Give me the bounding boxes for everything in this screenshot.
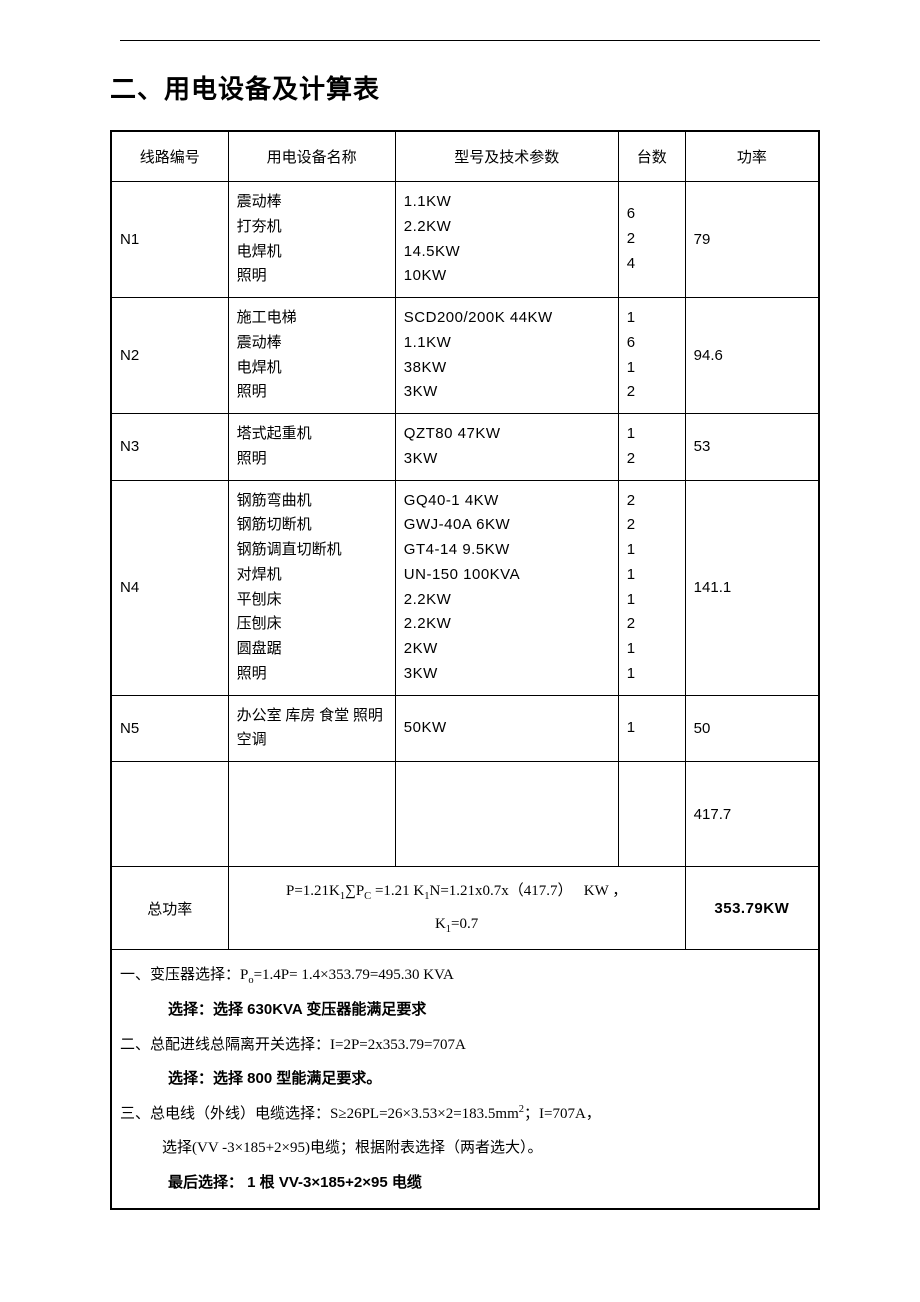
cell-id: N1	[111, 182, 228, 298]
cell-specs: QZT80 47KW 3KW	[395, 414, 618, 481]
note-line: 最后选择： 1 根 VV-3×185+2×95 电缆	[120, 1175, 422, 1191]
col-power: 功率	[685, 131, 819, 182]
cell-names: 钢筋弯曲机 钢筋切断机 钢筋调直切断机 对焊机 平刨床 压刨床 圆盘踞 照明	[228, 480, 395, 695]
table-header-row: 线路编号 用电设备名称 型号及技术参数 台数 功率	[111, 131, 819, 182]
formula-line2: K1=0.7	[435, 916, 478, 932]
col-route-id: 线路编号	[111, 131, 228, 182]
cell-specs: GQ40-1 4KW GWJ-40A 6KW GT4-14 9.5KW UN-1…	[395, 480, 618, 695]
note-line: 选择：选择 630KVA 变压器能满足要求	[120, 1002, 426, 1018]
cell-qty: 1 6 1 2	[618, 298, 685, 414]
total-formula: P=1.21K1∑PC =1.21 K1N=1.21x0.7x（417.7） K…	[228, 867, 685, 950]
note-line: 选择(VV -3×185+2×95)电缆；根据附表选择（两者选大）。	[120, 1140, 543, 1156]
cell-qty: 1 2	[618, 414, 685, 481]
cell-power: 141.1	[685, 480, 819, 695]
cell-id	[111, 762, 228, 867]
cell-specs: SCD200/200K 44KW 1.1KW 38KW 3KW	[395, 298, 618, 414]
total-label: 总功率	[111, 867, 228, 950]
note-line: 三、总电线（外线）电缆选择：S≥26PL=26×3.53×2=183.5mm2；…	[120, 1106, 601, 1122]
cell-names: 震动棒 打夯机 电焊机 照明	[228, 182, 395, 298]
cell-names: 施工电梯 震动棒 电焊机 照明	[228, 298, 395, 414]
cell-power: 94.6	[685, 298, 819, 414]
col-equip-name: 用电设备名称	[228, 131, 395, 182]
cell-names: 办公室 库房 食堂 照明 空调	[228, 695, 395, 762]
total-row: 总功率 P=1.21K1∑PC =1.21 K1N=1.21x0.7x（417.…	[111, 867, 819, 950]
cell-power: 53	[685, 414, 819, 481]
table-row: N1 震动棒 打夯机 电焊机 照明 1.1KW 2.2KW 14.5KW 10K…	[111, 182, 819, 298]
equipment-table: 线路编号 用电设备名称 型号及技术参数 台数 功率 N1 震动棒 打夯机 电焊机…	[110, 130, 820, 1210]
section-heading: 二、用电设备及计算表	[110, 69, 820, 106]
cell-specs	[395, 762, 618, 867]
cell-power: 50	[685, 695, 819, 762]
cell-id: N4	[111, 480, 228, 695]
header-rule	[120, 40, 820, 41]
notes-row: 一、变压器选择：Po=1.4P= 1.4×353.79=495.30 KVA 选…	[111, 950, 819, 1210]
cell-qty: 1	[618, 695, 685, 762]
col-spec: 型号及技术参数	[395, 131, 618, 182]
cell-specs: 50KW	[395, 695, 618, 762]
table-row: N2 施工电梯 震动棒 电焊机 照明 SCD200/200K 44KW 1.1K…	[111, 298, 819, 414]
cell-id: N5	[111, 695, 228, 762]
note-line: 一、变压器选择：Po=1.4P= 1.4×353.79=495.30 KVA	[120, 967, 454, 983]
note-line: 选择：选择 800 型能满足要求。	[120, 1071, 381, 1087]
notes-cell: 一、变压器选择：Po=1.4P= 1.4×353.79=495.30 KVA 选…	[111, 950, 819, 1210]
cell-qty	[618, 762, 685, 867]
cell-id: N3	[111, 414, 228, 481]
cell-names	[228, 762, 395, 867]
cell-names: 塔式起重机 照明	[228, 414, 395, 481]
cell-power: 79	[685, 182, 819, 298]
total-result: 353.79KW	[685, 867, 819, 950]
col-qty: 台数	[618, 131, 685, 182]
page: 二、用电设备及计算表 线路编号 用电设备名称 型号及技术参数 台数 功率 N1 …	[0, 0, 920, 1250]
cell-power: 417.7	[685, 762, 819, 867]
table-row: N4 钢筋弯曲机 钢筋切断机 钢筋调直切断机 对焊机 平刨床 压刨床 圆盘踞 照…	[111, 480, 819, 695]
table-row: N3 塔式起重机 照明 QZT80 47KW 3KW 1 2 53	[111, 414, 819, 481]
cell-qty: 2 2 1 1 1 2 1 1	[618, 480, 685, 695]
cell-specs: 1.1KW 2.2KW 14.5KW 10KW	[395, 182, 618, 298]
table-row: 417.7	[111, 762, 819, 867]
note-line: 二、总配进线总隔离开关选择：I=2P=2x353.79=707A	[120, 1037, 466, 1053]
table-row: N5 办公室 库房 食堂 照明 空调 50KW 1 50	[111, 695, 819, 762]
formula-line1: P=1.21K1∑PC =1.21 K1N=1.21x0.7x（417.7） K…	[286, 883, 627, 899]
cell-id: N2	[111, 298, 228, 414]
cell-qty: 6 2 4	[618, 182, 685, 298]
